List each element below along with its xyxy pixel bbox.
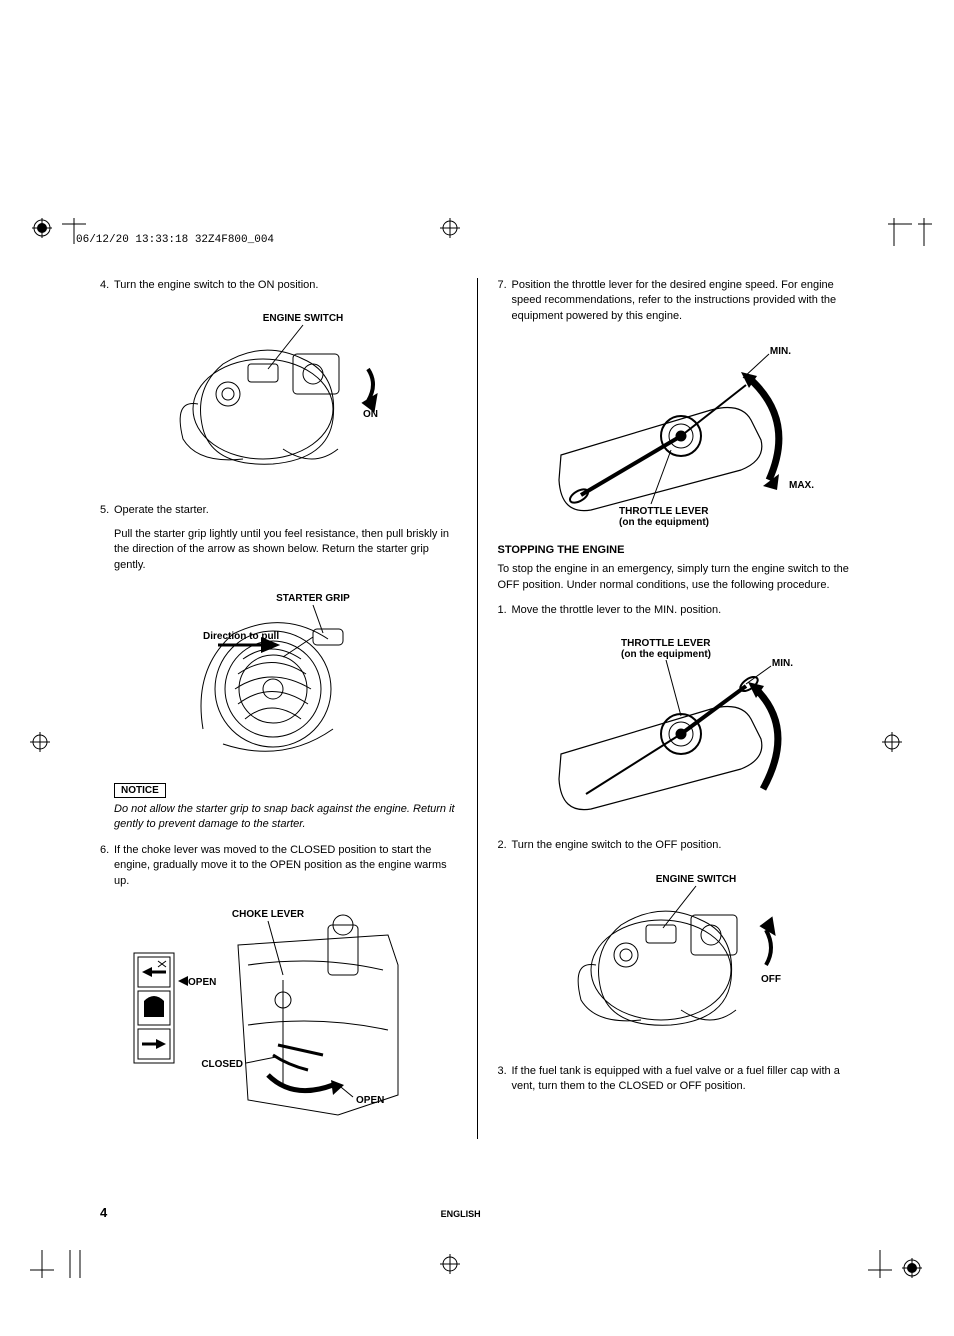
step-number: 6.: [100, 843, 114, 897]
label-min: MIN.: [772, 658, 793, 669]
reg-mark-bottom-right: [902, 1258, 922, 1278]
crop-bottom-right: [862, 1250, 892, 1278]
figure-engine-switch-on: ENGINE SWITCH ON: [153, 309, 403, 489]
notice-text: Do not allow the starter grip to snap ba…: [114, 802, 457, 833]
step-number: 5.: [100, 503, 114, 581]
figure-starter-grip: STARTER GRIP: [163, 589, 393, 769]
label-throttle: THROTTLE LEVER: [619, 506, 709, 517]
label-choke-lever: CHOKE LEVER: [232, 909, 305, 920]
column-divider: [477, 278, 478, 1139]
page-content: 4. Turn the engine switch to the ON posi…: [100, 278, 854, 1139]
stopping-intro: To stop the engine in an emergency, simp…: [498, 562, 855, 593]
left-column: 4. Turn the engine switch to the ON posi…: [100, 278, 457, 1139]
step-text: If the choke lever was moved to the CLOS…: [114, 843, 457, 889]
heading-stopping: STOPPING THE ENGINE: [498, 544, 855, 556]
step-text: Turn the engine switch to the OFF positi…: [512, 838, 855, 853]
step-detail: Pull the starter grip lightly until you …: [114, 527, 457, 573]
header-stamp: 06/12/20 13:33:18 32Z4F800_004: [76, 234, 274, 246]
right-column: 7. Position the throttle lever for the d…: [498, 278, 855, 1139]
step-number: 7.: [498, 278, 512, 332]
reg-mark-left: [30, 732, 50, 752]
stop-step-3: 3. If the fuel tank is equipped with a f…: [498, 1064, 855, 1103]
step-number: 3.: [498, 1064, 512, 1103]
step-text: If the fuel tank is equipped with a fuel…: [512, 1064, 855, 1095]
label-throttle: THROTTLE LEVER: [621, 638, 711, 649]
step-text: Move the throttle lever to the MIN. posi…: [512, 603, 855, 618]
step-text: Position the throttle lever for the desi…: [512, 278, 855, 324]
step-number: 2.: [498, 838, 512, 861]
crop-top-right: [888, 218, 932, 246]
label-on: ON: [363, 409, 378, 420]
stop-step-2: 2. Turn the engine switch to the OFF pos…: [498, 838, 855, 861]
page-number: 4: [100, 1205, 107, 1220]
reg-mark-right: [882, 732, 902, 752]
label-open-arrow: OPEN: [188, 977, 216, 988]
reg-mark-top-left: [32, 218, 52, 238]
label-off: OFF: [761, 974, 781, 985]
notice-label: NOTICE: [114, 783, 166, 798]
figure-throttle-lever: MIN. MAX. T: [531, 340, 821, 530]
reg-mark-top-center: [440, 218, 460, 238]
label-engine-switch: ENGINE SWITCH: [655, 874, 736, 885]
step-5: 5. Operate the starter. Pull the starter…: [100, 503, 457, 581]
figure-throttle-min: THROTTLE LEVER (on the equipment) MIN.: [531, 634, 821, 824]
crop-bottom-left: [30, 1250, 100, 1278]
label-open-bottom: OPEN: [356, 1095, 384, 1106]
label-throttle-sub: (on the equipment): [621, 649, 711, 660]
footer: 4 ENGLISH: [100, 1205, 854, 1220]
step-4: 4. Turn the engine switch to the ON posi…: [100, 278, 457, 301]
label-closed: CLOSED: [202, 1059, 244, 1070]
label-engine-switch: ENGINE SWITCH: [263, 313, 344, 324]
step-7: 7. Position the throttle lever for the d…: [498, 278, 855, 332]
choke-icon-plate: [134, 953, 174, 1063]
step-6: 6. If the choke lever was moved to the C…: [100, 843, 457, 897]
figure-choke-lever: CHOKE LEVER OPEN: [128, 905, 428, 1125]
step-number: 4.: [100, 278, 114, 301]
figure-engine-switch-off: ENGINE SWITCH OFF: [551, 870, 801, 1050]
step-text: Operate the starter.: [114, 503, 457, 518]
label-throttle-sub: (on the equipment): [619, 517, 709, 528]
step-number: 1.: [498, 603, 512, 626]
stop-step-1: 1. Move the throttle lever to the MIN. p…: [498, 603, 855, 626]
footer-language: ENGLISH: [441, 1209, 481, 1219]
step-text: Turn the engine switch to the ON positio…: [114, 278, 457, 293]
label-max: MAX.: [789, 480, 814, 491]
reg-mark-bottom-center: [440, 1254, 460, 1274]
label-min: MIN.: [770, 346, 791, 357]
label-direction: Direction to pull: [203, 631, 279, 642]
label-starter-grip: STARTER GRIP: [276, 593, 350, 604]
